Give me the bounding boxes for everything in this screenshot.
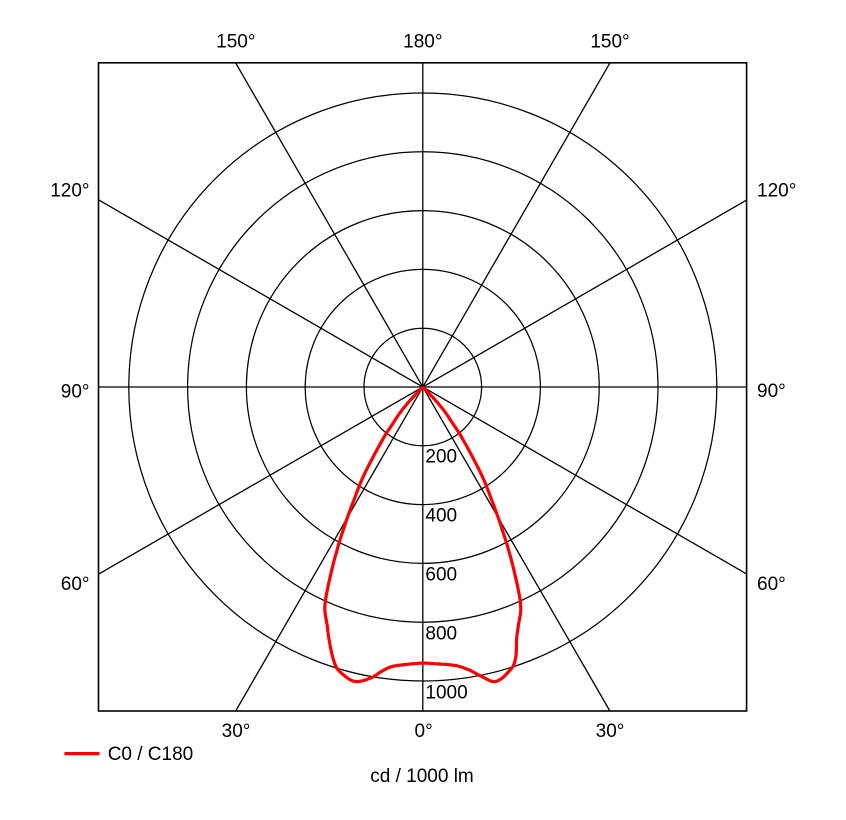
svg-text:30°: 30° [596,721,625,742]
svg-text:0°: 0° [415,721,433,742]
svg-text:1000: 1000 [425,682,467,703]
svg-text:60°: 60° [757,574,786,595]
svg-text:60°: 60° [61,574,90,595]
svg-text:120°: 120° [757,181,796,202]
svg-text:cd / 1000 lm: cd / 1000 lm [370,766,474,787]
svg-text:180°: 180° [403,31,442,52]
svg-text:90°: 90° [757,381,786,402]
svg-text:C0 / C180: C0 / C180 [108,744,194,765]
svg-text:150°: 150° [216,31,255,52]
svg-text:400: 400 [425,505,457,526]
svg-text:90°: 90° [61,381,90,402]
svg-text:600: 600 [425,564,457,585]
svg-text:30°: 30° [222,721,251,742]
svg-text:800: 800 [425,623,457,644]
svg-text:200: 200 [425,446,457,467]
svg-text:150°: 150° [590,31,629,52]
svg-text:120°: 120° [50,180,89,201]
